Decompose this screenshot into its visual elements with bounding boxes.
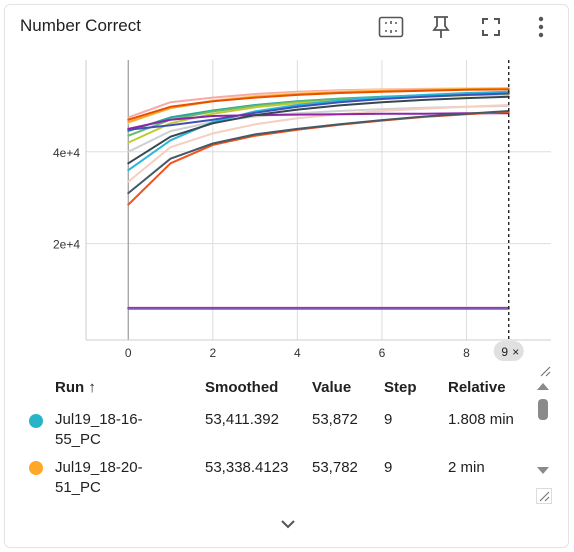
close-icon: × bbox=[512, 345, 519, 359]
run-color-dot bbox=[29, 414, 43, 428]
series-line-4 bbox=[127, 104, 510, 183]
smoothed-value: 53,411.392 bbox=[205, 411, 279, 428]
x-tick-label: 0 bbox=[125, 346, 132, 360]
fullscreen-icon[interactable] bbox=[476, 12, 506, 42]
resize-handle-icon[interactable] bbox=[536, 488, 552, 504]
series-line-13 bbox=[127, 95, 510, 165]
raw-value: 53,782 bbox=[312, 459, 358, 476]
series-line-15 bbox=[127, 110, 510, 195]
series-line-11 bbox=[127, 92, 510, 131]
series-line-6 bbox=[127, 88, 510, 121]
table-scrollbar[interactable] bbox=[532, 378, 554, 504]
pin-icon[interactable] bbox=[426, 12, 456, 42]
header-value[interactable]: Value bbox=[312, 379, 352, 396]
smoothed-value: 53,338.4123 bbox=[205, 459, 289, 476]
header-relative[interactable]: Relative bbox=[448, 379, 506, 396]
header-step[interactable]: Step bbox=[384, 379, 417, 396]
header-run[interactable]: Run ↑ bbox=[55, 379, 96, 396]
series-line-12 bbox=[127, 112, 510, 130]
x-tick-label: 8 bbox=[463, 346, 470, 360]
line-chart[interactable]: 4e+4 2e+4 0 2 4 6 8 9 × bbox=[0, 0, 574, 380]
series-line-10 bbox=[127, 90, 510, 172]
y-tick-label: 2e+4 bbox=[53, 238, 80, 252]
relative-value: 2 min bbox=[448, 459, 485, 476]
scroll-up-icon bbox=[537, 383, 549, 390]
header-smoothed[interactable]: Smoothed bbox=[205, 379, 279, 396]
y-tick-label: 4e+4 bbox=[53, 146, 80, 160]
scroll-thumb bbox=[538, 399, 548, 420]
resize-handle-icon[interactable] bbox=[538, 364, 552, 378]
run-name: Jul19_18-20- 51_PC bbox=[55, 459, 143, 496]
x-tick-label: 2 bbox=[209, 346, 216, 360]
x-tick-label: 6 bbox=[379, 346, 386, 360]
raw-value: 53,872 bbox=[312, 411, 358, 428]
run-color-dot bbox=[29, 461, 43, 475]
scroll-down-icon bbox=[537, 467, 549, 474]
relative-value: 1.808 min bbox=[448, 411, 514, 428]
x-tick-label: 4 bbox=[294, 346, 301, 360]
fit-domain-icon[interactable] bbox=[376, 12, 406, 42]
step-value: 9 bbox=[384, 411, 393, 428]
run-name: Jul19_18-16- 55_PC bbox=[55, 411, 143, 448]
sort-ascending-icon: ↑ bbox=[88, 379, 96, 396]
step-cursor-badge bbox=[493, 341, 524, 361]
more-vert-icon[interactable] bbox=[526, 12, 556, 42]
step-cursor-label: 9 bbox=[501, 345, 508, 359]
step-value: 9 bbox=[384, 459, 393, 476]
chevron-down-icon[interactable] bbox=[279, 518, 297, 530]
card-title: Number Correct bbox=[20, 16, 141, 35]
